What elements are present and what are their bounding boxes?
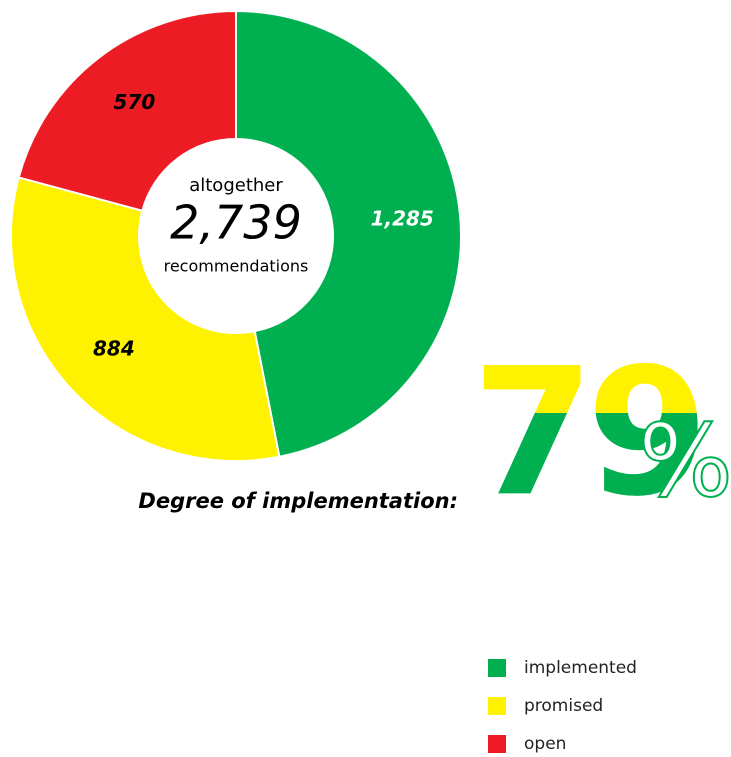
kpi-label: Degree of implementation: (138, 489, 458, 513)
legend-label: open (524, 734, 566, 754)
center-bottom: recommendations (164, 257, 309, 276)
legend-label: promised (524, 696, 603, 716)
legend-label: implemented (524, 658, 637, 678)
data-label: 1,285 (371, 206, 434, 230)
legend-swatch (488, 659, 506, 677)
donut-slice (17, 9, 237, 212)
center-top: altogether (189, 175, 283, 196)
legend-swatch (488, 735, 506, 753)
center-total: 2,739 (170, 196, 302, 250)
kpi-unit: % (638, 402, 731, 519)
donut-slice (235, 9, 462, 458)
legend-swatch (488, 697, 506, 715)
donut (10, 9, 462, 462)
kpi-value: 79 (472, 330, 701, 535)
data-label: 570 (114, 90, 156, 114)
donut-slice (10, 176, 281, 462)
data-label: 884 (93, 336, 135, 360)
